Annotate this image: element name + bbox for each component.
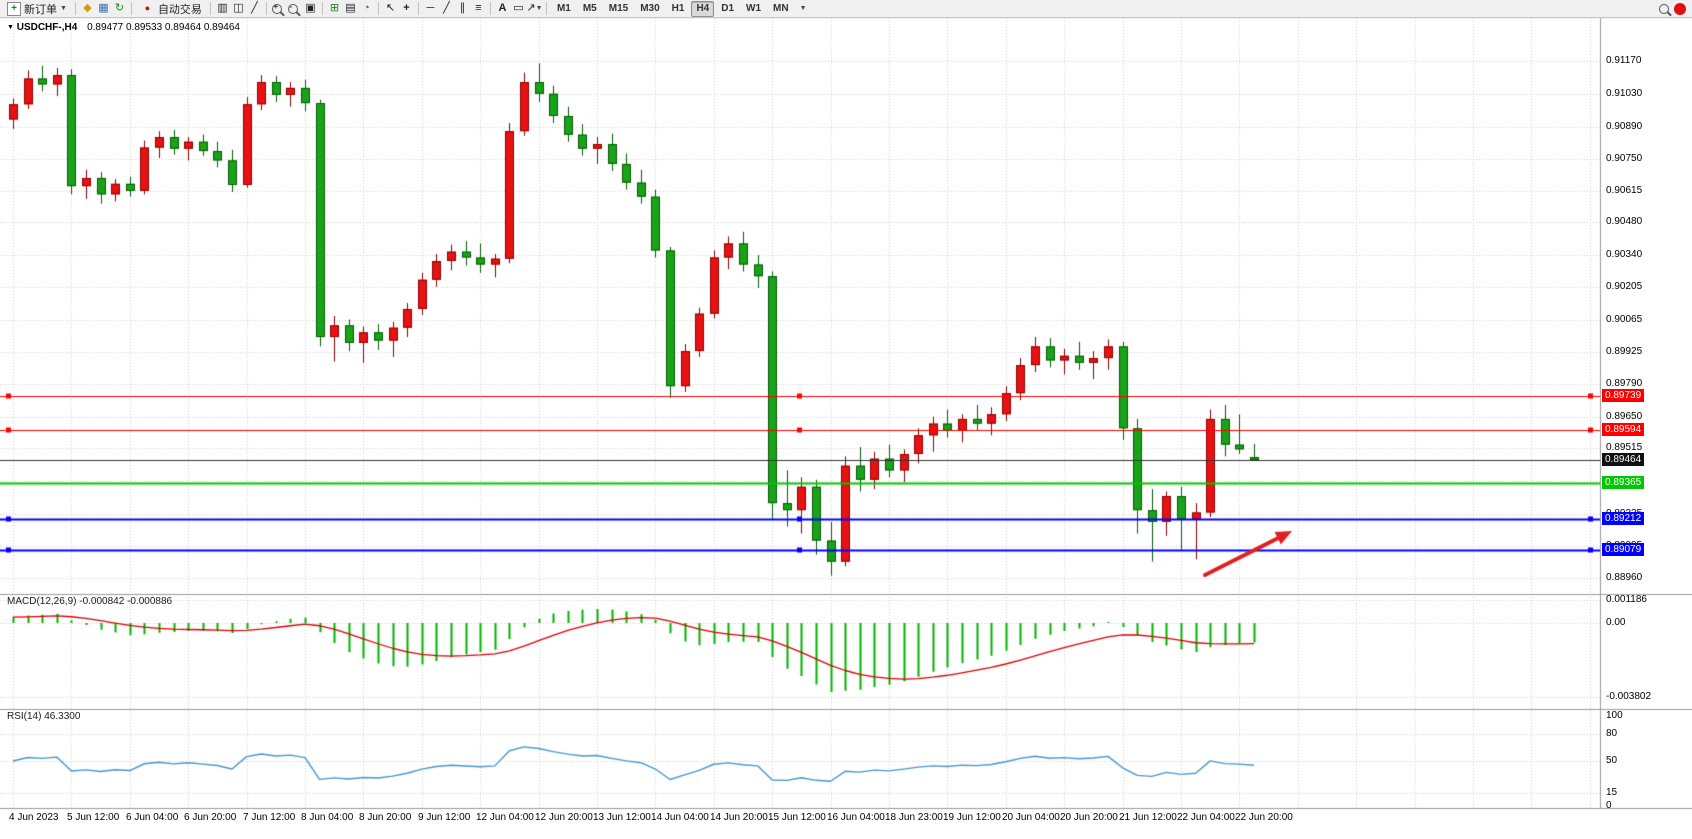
fibonacci-tool-icon[interactable]: ≡ [475, 2, 482, 14]
timeframe-mn[interactable]: MN [773, 2, 789, 14]
crosshair-icon[interactable]: + [403, 2, 410, 14]
tile-windows-icon[interactable]: ▣ [305, 2, 316, 14]
toolbar-separator [545, 2, 547, 15]
zoom-in-icon[interactable]: + [271, 2, 282, 14]
refresh-icon[interactable]: ↻ [114, 2, 125, 14]
hline-price-tag[interactable]: 0.89365 [1602, 476, 1645, 489]
cursor-icon[interactable]: ↖ [385, 2, 396, 14]
toolbar-separator [377, 2, 379, 15]
current-price-tag: 0.89464 [1602, 453, 1645, 466]
toolbar-separator [321, 2, 323, 15]
toolbar: + 新订单 ▼ ◆ ▦ ↻ ● 自动交易 ▥ ◫ ╱ + - ▣ ⊞ ▤ ◔ ↖… [0, 0, 1692, 18]
hline-price-tag[interactable]: 0.89739 [1602, 389, 1645, 402]
notification-badge[interactable] [1674, 2, 1686, 15]
timeframe-m1[interactable]: M1 [556, 2, 571, 14]
arrange-windows-icon[interactable]: ▤ [345, 2, 356, 14]
text-label-tool-icon[interactable]: ▭ [513, 2, 524, 14]
channel-tool-icon[interactable]: ∥ [459, 2, 466, 14]
horizontal-line-tool-icon[interactable]: ─ [426, 2, 435, 14]
toolbar-separator [489, 2, 491, 15]
candlestick-chart-icon[interactable]: ◫ [233, 2, 244, 14]
toolbar-separator [417, 2, 419, 15]
timeframe-m15[interactable]: M15 [608, 2, 629, 14]
toolbar-overflow-chevron[interactable]: ▼ [799, 5, 807, 12]
line-chart-icon[interactable]: ╱ [251, 2, 258, 14]
toolbar-separator [130, 2, 132, 15]
auto-trading-icon: ● [144, 3, 151, 13]
new-chart-icon[interactable]: ⊞ [329, 2, 340, 14]
zoom-out-icon[interactable]: - [287, 2, 298, 14]
chevron-down-icon: ▼ [60, 5, 67, 12]
market-watch-icon[interactable]: ▦ [98, 2, 109, 14]
indicator-list-icon[interactable]: ◆ [83, 2, 92, 14]
toolbar-separator [209, 2, 211, 15]
timeframe-group: M1 M5 M15 M30 H1 H4 D1 W1 MN [551, 0, 795, 17]
hline-price-tag[interactable]: 0.89594 [1602, 423, 1645, 436]
trendline-tool-icon[interactable]: ╱ [443, 2, 450, 14]
timeframe-m30[interactable]: M30 [640, 2, 660, 14]
hline-price-tag[interactable]: 0.89079 [1602, 543, 1645, 556]
new-order-icon: + [7, 1, 21, 16]
bar-chart-icon[interactable]: ▥ [217, 2, 228, 14]
timeframe-h1[interactable]: H1 [671, 2, 685, 14]
toolbar-separator [265, 2, 267, 15]
search-icon[interactable] [1659, 3, 1669, 14]
new-order-label: 新订单 [24, 3, 57, 16]
auto-trading-button[interactable]: ● 自动交易 [136, 0, 206, 18]
timeframe-h4[interactable]: H4 [691, 0, 715, 17]
auto-trading-label: 自动交易 [157, 3, 202, 16]
timeframe-w1[interactable]: W1 [746, 2, 762, 14]
arrows-tool-icon[interactable]: ↗ ▼ [526, 2, 543, 14]
text-tool-icon[interactable]: A [498, 2, 507, 14]
timeframe-m5[interactable]: M5 [582, 2, 597, 14]
hline-price-tag[interactable]: 0.89212 [1602, 512, 1645, 525]
clock-icon[interactable]: ◔ [363, 2, 370, 14]
new-order-button[interactable]: + 新订单 ▼ [3, 0, 71, 18]
toolbar-separator [74, 2, 76, 15]
timeframe-d1[interactable]: D1 [721, 2, 735, 14]
